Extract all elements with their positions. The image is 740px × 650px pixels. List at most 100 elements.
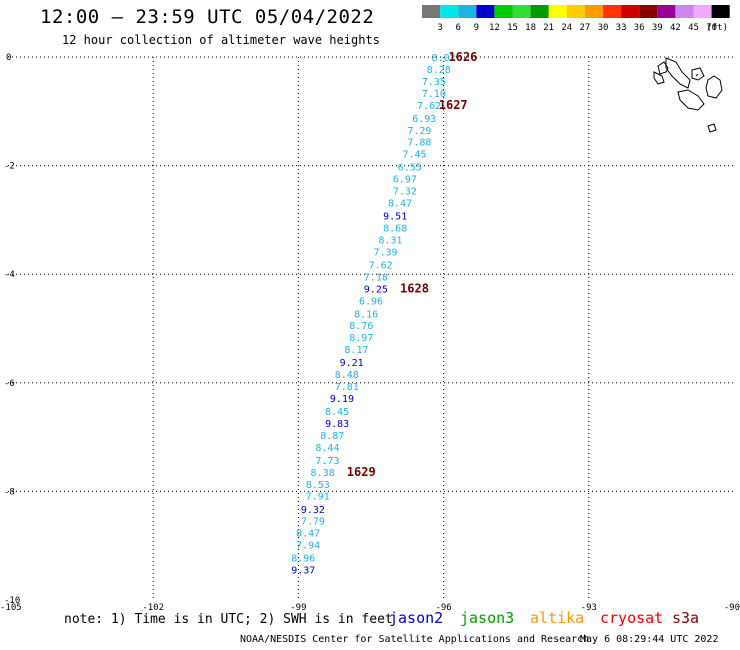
colorbar-label: 6 [455, 23, 460, 33]
colorbar-label: 36 [634, 23, 645, 33]
x-tick-label: -105 [0, 603, 22, 613]
x-tick-label: -93 [581, 603, 597, 613]
wave-height-value: 8.68 [383, 224, 407, 235]
colorbar-swatch [476, 5, 495, 18]
grid-lines [8, 56, 734, 600]
satellite-legend-altika: altika [530, 609, 585, 627]
colorbar-label: 70 [706, 23, 717, 33]
wave-height-value: 7.62 [369, 260, 393, 271]
pass-time-label: 1629 [347, 465, 376, 479]
wave-height-value: 8.97 [349, 333, 373, 344]
wave-height-value: 8.45 [325, 407, 349, 418]
wave-height-points: 8.028.287.357.107.626.937.297.887.456.55… [291, 53, 455, 577]
colorbar-label: 45 [688, 23, 699, 33]
wave-height-value: 8.47 [388, 199, 412, 210]
pass-time-label: 1626 [448, 50, 477, 64]
wave-height-value: 8.53 [306, 480, 330, 491]
wave-height-value: 8.96 [291, 554, 315, 565]
colorbar-label: 24 [561, 23, 572, 33]
colorbar-label: 15 [507, 23, 518, 33]
wave-height-value: 8.87 [320, 431, 344, 442]
wave-height-value: 7.18 [364, 272, 388, 283]
wave-height-value: 7.62 [417, 101, 441, 112]
pass-time-label: 1627 [439, 98, 468, 112]
map-subtitle: 12 hour collection of altimeter wave hei… [62, 33, 380, 47]
colorbar-label: 33 [616, 23, 627, 33]
colorbar-swatch [657, 5, 676, 18]
wave-height-value: 8.38 [311, 468, 335, 479]
colorbar-label: 21 [543, 23, 554, 33]
x-tick-label: -99 [290, 603, 306, 613]
wave-height-value: 7.79 [301, 517, 325, 528]
satellite-legend-jason3: jason3 [460, 609, 515, 627]
wave-height-value: 9.19 [330, 394, 354, 405]
wave-height-value: 9.21 [340, 358, 364, 369]
colorbar-label: 9 [474, 23, 479, 33]
wave-height-value: 7.88 [407, 138, 431, 149]
colorbar-swatch [512, 5, 531, 18]
wave-height-value: 8.17 [344, 345, 368, 356]
colorbar: 3 6 9 12 15 18 21 24 27 30 33 36 39 42 45 70(ft) [422, 5, 730, 33]
wave-height-value: 6.93 [412, 114, 436, 125]
y-tick-label: -6 [4, 379, 15, 389]
colorbar-label: 39 [652, 23, 663, 33]
colorbar-swatch [603, 5, 622, 18]
wave-height-value: 7.45 [403, 150, 427, 161]
axis-ticks: 0 -2 -4 -6 -8 -10-105 -102 -99 -96 -93 -90 [0, 53, 740, 613]
colorbar-swatch [440, 5, 459, 18]
wave-height-value: 8.48 [335, 370, 359, 381]
wave-height-value: 9.37 [291, 566, 315, 577]
wave-height-value: 9.32 [301, 505, 325, 516]
colorbar-label: 30 [598, 23, 609, 33]
colorbar-label: 27 [579, 23, 590, 33]
colorbar-swatch [621, 5, 640, 18]
wave-height-value: 6.55 [398, 163, 422, 174]
galapagos-islands [653, 57, 723, 133]
x-tick-label: -90 [724, 603, 740, 613]
colorbar-swatch [693, 5, 712, 18]
colorbar-swatch [675, 5, 694, 18]
wave-height-value: 7.73 [315, 456, 339, 467]
colorbar-swatch [584, 5, 603, 18]
colorbar-swatch [639, 5, 658, 18]
wave-height-value: 8.31 [378, 235, 402, 246]
wave-height-value: 7.32 [393, 187, 417, 198]
wave-height-value: 7.94 [296, 541, 320, 552]
wave-height-value: 8.47 [296, 529, 320, 540]
wave-height-value: 8.76 [349, 321, 373, 332]
wave-height-value: 6.96 [359, 296, 383, 307]
wave-height-value: 8.44 [315, 443, 339, 454]
x-tick-label: -102 [142, 603, 164, 613]
colorbar-swatch [422, 5, 441, 18]
colorbar-swatch [494, 5, 513, 18]
colorbar-label: 42 [670, 23, 681, 33]
wave-height-value: 8.16 [354, 309, 378, 320]
footer-note: note: 1) Time is in UTC; 2) SWH is in fe… [64, 612, 393, 627]
wave-height-value: 8.28 [427, 65, 451, 76]
y-tick-label: 0 [6, 53, 11, 63]
colorbar-swatch [548, 5, 567, 18]
wave-height-value: 7.91 [306, 492, 330, 503]
satellite-legend-jason2: jason2 [389, 609, 444, 627]
wave-height-value: 9.51 [383, 212, 407, 223]
satellite-legend-cryosat: cryosat [600, 609, 664, 627]
colorbar-swatch [458, 5, 477, 18]
wave-height-value: 7.81 [335, 382, 359, 393]
y-tick-label: -8 [4, 487, 15, 497]
y-tick-label: -10 [4, 596, 20, 606]
wave-height-value: 7.35 [422, 77, 446, 88]
y-tick-label: -2 [4, 162, 15, 172]
map-title: 12:00 – 23:59 UTC 05/04/2022 [40, 6, 375, 28]
credit-line: NOAA/NESDIS Center for Satellite Applica… [240, 634, 590, 645]
wave-height-value: 9.83 [325, 419, 349, 430]
colorbar-swatch [530, 5, 549, 18]
wave-height-value: 8.02 [432, 53, 456, 64]
y-tick-label: -4 [4, 270, 15, 280]
colorbar-label: 18 [525, 23, 536, 33]
colorbar-unit: (ft) [706, 23, 728, 33]
wave-height-value: 7.10 [422, 89, 446, 100]
x-tick-label: -96 [435, 603, 451, 613]
colorbar-swatch [566, 5, 585, 18]
satellite-legend-s3a: s3a [672, 609, 700, 627]
